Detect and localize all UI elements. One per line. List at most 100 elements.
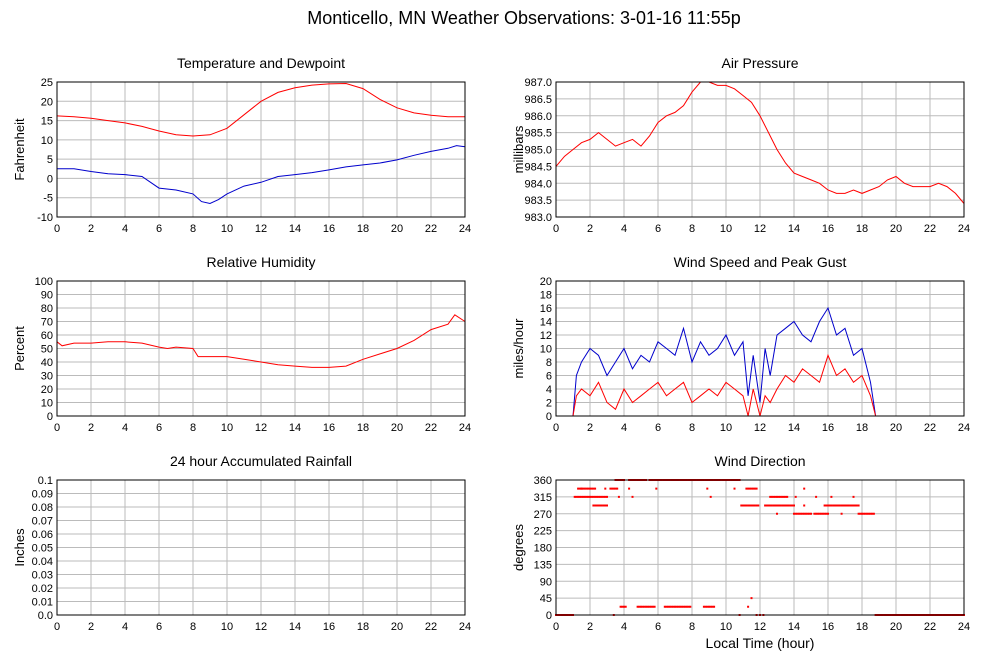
data-point: [786, 495, 789, 498]
x-tick-label: 0: [553, 621, 559, 633]
data-point: [787, 504, 790, 507]
y-tick-label: 10: [41, 398, 53, 410]
data-point: [803, 504, 806, 507]
data-point: [595, 504, 598, 507]
data-point: [784, 495, 787, 498]
data-point: [793, 512, 795, 515]
chart-dir: Wind Directiondegrees0459013518022527031…: [511, 453, 970, 633]
data-point: [828, 504, 831, 507]
data-point: [582, 495, 585, 498]
data-point: [663, 605, 666, 608]
data-point: [852, 504, 855, 507]
data-point: [585, 487, 588, 490]
data-point: [847, 504, 850, 507]
x-tick-label: 24: [958, 422, 970, 434]
x-tick-label: 2: [587, 223, 593, 235]
x-tick-label: 18: [357, 223, 369, 235]
data-point: [628, 487, 631, 490]
y-tick-label: 12: [540, 330, 552, 342]
data-point: [752, 504, 755, 507]
data-point: [600, 495, 603, 498]
data-point: [799, 512, 802, 515]
data-point: [614, 487, 617, 490]
data-point: [806, 512, 809, 515]
x-tick-label: 20: [890, 621, 902, 633]
x-tick-label: 20: [391, 621, 403, 633]
x-tick-label: 6: [156, 422, 162, 434]
y-tick-label: 984.0: [524, 178, 552, 190]
data-point: [801, 512, 804, 515]
data-point: [869, 512, 872, 515]
x-tick-label: 18: [357, 621, 369, 633]
data-point: [682, 605, 685, 608]
data-point: [592, 487, 595, 490]
series-line-1: [556, 353, 964, 417]
plot-frame: [56, 81, 466, 218]
data-point: [750, 504, 753, 507]
y-tick-label: 14: [540, 317, 552, 329]
data-point: [643, 605, 646, 608]
data-point: [794, 512, 797, 515]
data-point: [745, 487, 748, 490]
data-point: [650, 605, 653, 608]
data-point: [776, 512, 778, 515]
y-axis-label: Inches: [12, 528, 27, 567]
data-point: [833, 504, 836, 507]
data-point: [842, 504, 845, 507]
bottom-x-axis-label: Local Time (hour): [706, 635, 815, 651]
data-point: [864, 512, 867, 515]
x-tick-label: 0: [54, 422, 60, 434]
data-point: [838, 504, 841, 507]
data-point: [769, 504, 772, 507]
data-point: [832, 504, 835, 507]
x-tick-label: 2: [88, 422, 94, 434]
data-point: [774, 504, 777, 507]
data-point: [589, 495, 591, 498]
data-point: [845, 504, 848, 507]
x-tick-label: 14: [788, 621, 800, 633]
x-tick-label: 20: [391, 223, 403, 235]
data-point: [577, 495, 580, 498]
chart-rh: Relative HumidityPercent0102030405060708…: [12, 254, 471, 434]
data-point: [680, 605, 683, 608]
data-point: [872, 512, 875, 515]
chart-wind: Wind Speed and Peak Gustmiles/hour024681…: [511, 254, 970, 434]
y-tick-label: 16: [540, 303, 552, 315]
x-tick-label: 16: [323, 223, 335, 235]
x-tick-label: 14: [788, 223, 800, 235]
data-point: [770, 504, 773, 507]
x-tick-label: 16: [822, 422, 834, 434]
plot-frame: [555, 81, 965, 218]
plot-frame: [56, 280, 466, 417]
x-tick-label: 8: [689, 422, 695, 434]
y-tick-label: 40: [41, 357, 53, 369]
y-tick-label: 0.04: [32, 556, 53, 568]
x-tick-label: 6: [156, 621, 162, 633]
data-point: [689, 605, 692, 608]
data-point: [782, 504, 785, 507]
chart-temp: Temperature and Dewpoint Fahrenheit -10 -5 0…: [12, 55, 471, 235]
y-tick-label: 983.0: [524, 212, 552, 224]
data-point: [861, 512, 863, 515]
y-tick-label: 10: [540, 344, 552, 356]
x-tick-label: 4: [621, 223, 627, 235]
data-point: [862, 512, 865, 515]
data-point: [753, 504, 756, 507]
data-point: [840, 512, 843, 515]
y-tick-label: 70: [41, 317, 53, 329]
x-tick-label: 2: [587, 422, 593, 434]
data-point: [597, 495, 600, 498]
y-tick-label: 18: [540, 290, 552, 302]
data-point: [781, 504, 784, 507]
data-point: [600, 504, 603, 507]
data-point: [769, 495, 772, 498]
plot-frame: [555, 280, 965, 417]
data-point: [808, 512, 811, 515]
data-point: [803, 487, 806, 490]
y-tick-label: 0.06: [32, 529, 53, 541]
chart-title: 24 hour Accumulated Rainfall: [170, 453, 352, 469]
x-tick-label: 22: [924, 223, 936, 235]
y-tick-label: 20: [41, 384, 53, 396]
data-point: [850, 504, 853, 507]
data-point: [602, 495, 605, 498]
